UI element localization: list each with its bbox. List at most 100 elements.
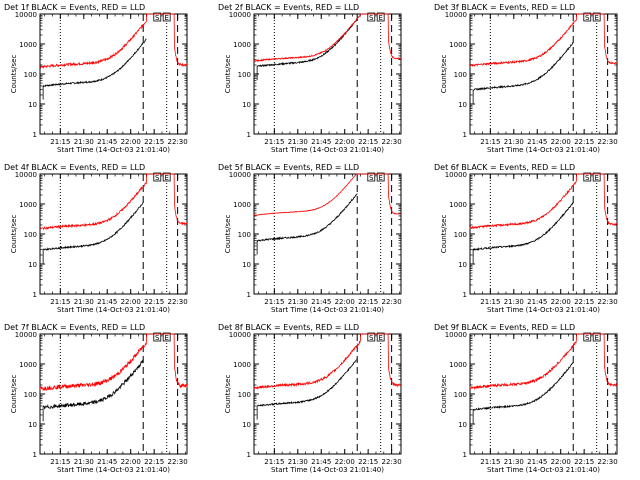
chart-title: Det 1f BLACK = Events, RED = LLD xyxy=(4,3,145,12)
x-tick-label: 22:30 xyxy=(598,138,618,146)
x-tick-label: 21:30 xyxy=(74,298,94,306)
time-marker-label: S xyxy=(369,174,374,182)
time-marker-label: E xyxy=(164,334,168,342)
chart-title: Det 7f BLACK = Events, RED = LLD xyxy=(4,323,145,332)
series-line-lld xyxy=(253,333,402,390)
y-tick-label: 1000 xyxy=(19,41,37,49)
y-tick-label: 100 xyxy=(24,391,37,399)
time-marker-label: E xyxy=(594,334,598,342)
x-tick-label: 22:15 xyxy=(574,298,594,306)
x-tick-label: 21:45 xyxy=(97,458,117,466)
time-marker-box xyxy=(583,12,592,22)
x-tick-label: 22:15 xyxy=(144,138,164,146)
time-marker-box xyxy=(367,332,376,342)
x-tick-label: 22:00 xyxy=(121,298,141,306)
time-marker-label: S xyxy=(155,334,160,342)
series-line-events xyxy=(472,42,574,104)
series-line-events xyxy=(256,193,358,255)
series-line-lld xyxy=(469,13,618,68)
series-line-events xyxy=(42,359,144,422)
y-axis-label: Counts/sec xyxy=(440,375,448,414)
x-tick-label: 22:15 xyxy=(144,458,164,466)
x-tick-label: 21:45 xyxy=(97,298,117,306)
time-marker-box xyxy=(153,12,162,22)
y-tick-label: 10 xyxy=(458,101,467,109)
y-tick-label: 100 xyxy=(24,71,37,79)
y-tick-label: 100 xyxy=(238,231,251,239)
x-tick-label: 22:30 xyxy=(168,298,188,306)
x-tick-label: 21:45 xyxy=(527,298,547,306)
y-tick-label: 100 xyxy=(238,391,251,399)
series-line-lld xyxy=(39,173,188,231)
x-axis-label: Start Time (14-Oct-03 21:01:40) xyxy=(487,466,600,474)
y-tick-label: 1000 xyxy=(19,201,37,209)
y-tick-label: 10 xyxy=(242,421,251,429)
chart-title: Det 4f BLACK = Events, RED = LLD xyxy=(4,163,145,172)
x-tick-label: 21:15 xyxy=(480,138,500,146)
y-axis-label: Counts/sec xyxy=(440,55,448,94)
time-marker-label: S xyxy=(585,334,590,342)
y-tick-label: 1 xyxy=(463,451,467,459)
series-line-lld xyxy=(253,173,402,216)
chart-panel-6: Det 6f BLACK = Events, RED = LLD 1 10 100 10… xyxy=(434,163,618,314)
time-marker-label: E xyxy=(164,174,168,182)
x-tick-label: 22:30 xyxy=(598,458,618,466)
plot-frame xyxy=(253,13,402,135)
y-tick-label: 1000 xyxy=(233,361,251,369)
plot-frame xyxy=(469,13,618,135)
x-axis-label: Start Time (14-Oct-03 21:01:40) xyxy=(57,306,170,314)
y-tick-label: 10000 xyxy=(15,11,37,19)
y-tick-label: 10000 xyxy=(445,331,467,339)
time-marker-box xyxy=(592,12,601,22)
chart-panel-9: Det 9f BLACK = Events, RED = LLD 1 10 100 10… xyxy=(434,323,618,474)
chart-panel-4: Det 4f BLACK = Events, RED = LLD 1 10 100 10… xyxy=(4,163,188,314)
y-tick-label: 1 xyxy=(33,291,37,299)
chart-panel-7: Det 7f BLACK = Events, RED = LLD 1 10 100 10… xyxy=(4,323,188,474)
time-marker-box xyxy=(376,332,385,342)
plot-frame xyxy=(39,173,188,295)
y-tick-label: 1 xyxy=(463,291,467,299)
plot-frame xyxy=(469,333,618,455)
time-marker-box xyxy=(592,332,601,342)
x-tick-label: 22:30 xyxy=(382,138,402,146)
x-tick-label: 21:15 xyxy=(264,298,284,306)
x-tick-label: 22:15 xyxy=(358,138,378,146)
time-marker-label: E xyxy=(378,334,382,342)
time-marker-label: E xyxy=(164,14,168,22)
y-tick-label: 100 xyxy=(238,71,251,79)
chart-title: Det 6f BLACK = Events, RED = LLD xyxy=(434,163,575,172)
x-tick-label: 21:15 xyxy=(50,458,70,466)
x-axis-label: Start Time (14-Oct-03 21:01:40) xyxy=(271,306,384,314)
x-tick-label: 21:15 xyxy=(480,298,500,306)
x-tick-label: 22:00 xyxy=(121,458,141,466)
time-marker-box xyxy=(153,332,162,342)
time-marker-label: E xyxy=(378,14,382,22)
y-tick-label: 10 xyxy=(242,261,251,269)
series-line-events xyxy=(42,38,147,100)
y-tick-label: 10 xyxy=(458,261,467,269)
x-tick-label: 22:30 xyxy=(382,298,402,306)
y-axis-label: Counts/sec xyxy=(10,375,18,414)
time-marker-box xyxy=(376,172,385,182)
time-marker-box xyxy=(162,332,171,342)
x-tick-label: 22:15 xyxy=(144,298,164,306)
x-tick-label: 22:00 xyxy=(551,298,571,306)
time-marker-label: S xyxy=(369,14,374,22)
x-tick-label: 21:30 xyxy=(504,298,524,306)
series-line-events xyxy=(472,202,574,264)
time-marker-box xyxy=(583,332,592,342)
y-axis-label: Counts/sec xyxy=(224,55,232,94)
y-tick-label: 10000 xyxy=(15,331,37,339)
time-marker-box xyxy=(367,172,376,182)
y-tick-label: 10000 xyxy=(229,331,251,339)
x-tick-label: 21:30 xyxy=(504,458,524,466)
time-marker-label: S xyxy=(585,14,590,22)
y-tick-label: 10000 xyxy=(229,11,251,19)
y-tick-label: 1000 xyxy=(449,201,467,209)
y-tick-label: 1000 xyxy=(233,201,251,209)
x-axis-label: Start Time (14-Oct-03 21:01:40) xyxy=(487,306,600,314)
time-marker-label: E xyxy=(594,174,598,182)
y-tick-label: 1 xyxy=(247,451,251,459)
x-axis-label: Start Time (14-Oct-03 21:01:40) xyxy=(271,466,384,474)
